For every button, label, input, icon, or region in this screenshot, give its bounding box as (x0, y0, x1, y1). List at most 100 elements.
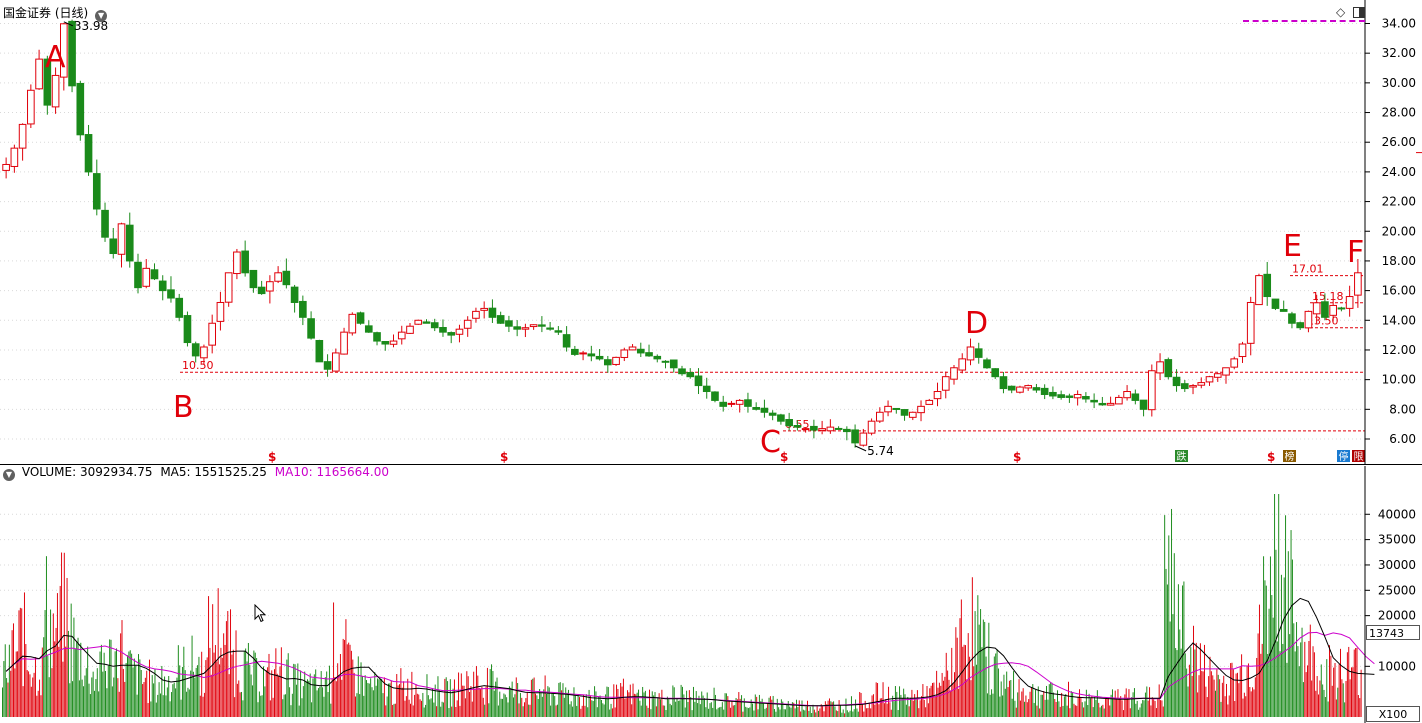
chart-title: 国金证券 (日线) (3, 6, 89, 20)
volume-bar (1043, 691, 1045, 717)
volume-bar (1006, 671, 1008, 717)
volume-bar (779, 709, 781, 717)
volume-bar (188, 689, 190, 717)
volume-bar (323, 696, 325, 717)
volume-bar (1224, 696, 1226, 717)
volume-bar (916, 690, 918, 717)
volume-bar (710, 702, 712, 717)
volume-bar (837, 711, 839, 717)
volume-bar (985, 656, 987, 717)
candle-body (711, 391, 719, 401)
volume-bar (388, 683, 389, 717)
volume-dropdown-icon[interactable]: ▼ (3, 469, 15, 481)
volume-bar (801, 700, 803, 717)
volume-bar (267, 667, 269, 717)
ranking-tag[interactable]: 榜 (1285, 450, 1295, 463)
volume-bar (205, 660, 207, 717)
volume-tick-label: 30000 (1378, 558, 1416, 572)
volume-bar (988, 622, 990, 717)
volume-bar (739, 698, 741, 717)
volume-bar (1287, 551, 1289, 717)
volume-bar (361, 676, 363, 717)
volume-bar (370, 678, 372, 717)
volume-bar (159, 693, 161, 717)
volume-bar (584, 705, 586, 717)
dividend-marker-icon[interactable]: $ (500, 450, 508, 464)
suspension-tag[interactable]: 停 (1339, 450, 1349, 463)
volume-bar (441, 701, 443, 717)
volume-bar (322, 687, 324, 717)
candle-body (1007, 385, 1016, 391)
panel-layout-icon[interactable] (1353, 7, 1365, 18)
volume-bar (860, 692, 862, 717)
volume-bar (912, 700, 914, 717)
volume-bar (236, 683, 238, 717)
volume-bar (1157, 698, 1159, 717)
candle-body (249, 269, 258, 289)
candle-body (941, 376, 950, 391)
volume-bar (927, 703, 929, 717)
volume-bar (874, 704, 876, 717)
volume-bar (416, 693, 418, 717)
volume-bar (381, 678, 383, 717)
diamond-icon[interactable]: ◇ (1336, 5, 1346, 19)
dividend-marker-icon[interactable]: $ (780, 450, 788, 464)
volume-bar (1204, 644, 1205, 717)
volume-tick-label: 25000 (1378, 583, 1416, 597)
volume-bar (959, 618, 961, 717)
volume-bar (382, 693, 384, 717)
volume-bar (85, 668, 87, 717)
volume-bar (682, 686, 683, 717)
dividend-marker-icon[interactable]: $ (1013, 450, 1021, 464)
volume-bar (272, 697, 274, 717)
dividend-marker-icon[interactable]: $ (1267, 450, 1275, 464)
candle-body (191, 343, 200, 357)
volume-bar (687, 701, 689, 717)
volume-bar (463, 685, 465, 717)
volume-bar (344, 639, 346, 717)
volume-bar (425, 704, 427, 717)
candle-body (200, 346, 208, 359)
volume-bar (1315, 690, 1317, 717)
volume-bar (451, 706, 453, 717)
restricted-tag[interactable]: 限 (1354, 451, 1364, 463)
volume-bar (1147, 700, 1149, 717)
volume-bar (970, 680, 972, 717)
volume-bar (1149, 687, 1151, 717)
volume-bar (1234, 701, 1236, 717)
volume-bar (525, 698, 527, 717)
title-dropdown-icon[interactable]: ▼ (95, 10, 108, 22)
volume-bar (1113, 699, 1115, 717)
volume-bar (926, 686, 928, 717)
volume-bar (41, 647, 43, 717)
volume-bar (279, 666, 281, 717)
volume-bar (1055, 701, 1057, 717)
volume-bar (1026, 702, 1028, 717)
volume-tick-label: 10000 (1378, 659, 1416, 673)
limit-down-tag[interactable]: 跌 (1177, 450, 1187, 463)
volume-bar (390, 680, 392, 717)
volume-bar (842, 709, 844, 717)
volume-bar (1272, 617, 1274, 717)
candle-body (1098, 402, 1107, 406)
volume-bar (1139, 707, 1141, 717)
candle-body (282, 270, 291, 286)
volume-bar (25, 644, 27, 717)
volume-bar (1057, 690, 1059, 717)
candle-body (216, 301, 225, 322)
volume-bar (1232, 669, 1234, 717)
volume-bar (558, 682, 560, 717)
candle-body (999, 376, 1008, 390)
volume-chart[interactable]: 40000 35000 30000 25000 20000 10000 (0, 466, 1422, 723)
volume-bar (456, 700, 458, 717)
volume-bar (162, 695, 164, 717)
volume-bar (1028, 699, 1030, 717)
volume-bar (1221, 682, 1223, 717)
volume-bar (488, 703, 490, 717)
volume-bar (495, 681, 497, 717)
price-tick-label: 24.00 (1382, 165, 1416, 179)
dividend-marker-icon[interactable]: $ (268, 450, 276, 464)
volume-bar (721, 702, 723, 717)
volume-bar (1110, 694, 1112, 717)
